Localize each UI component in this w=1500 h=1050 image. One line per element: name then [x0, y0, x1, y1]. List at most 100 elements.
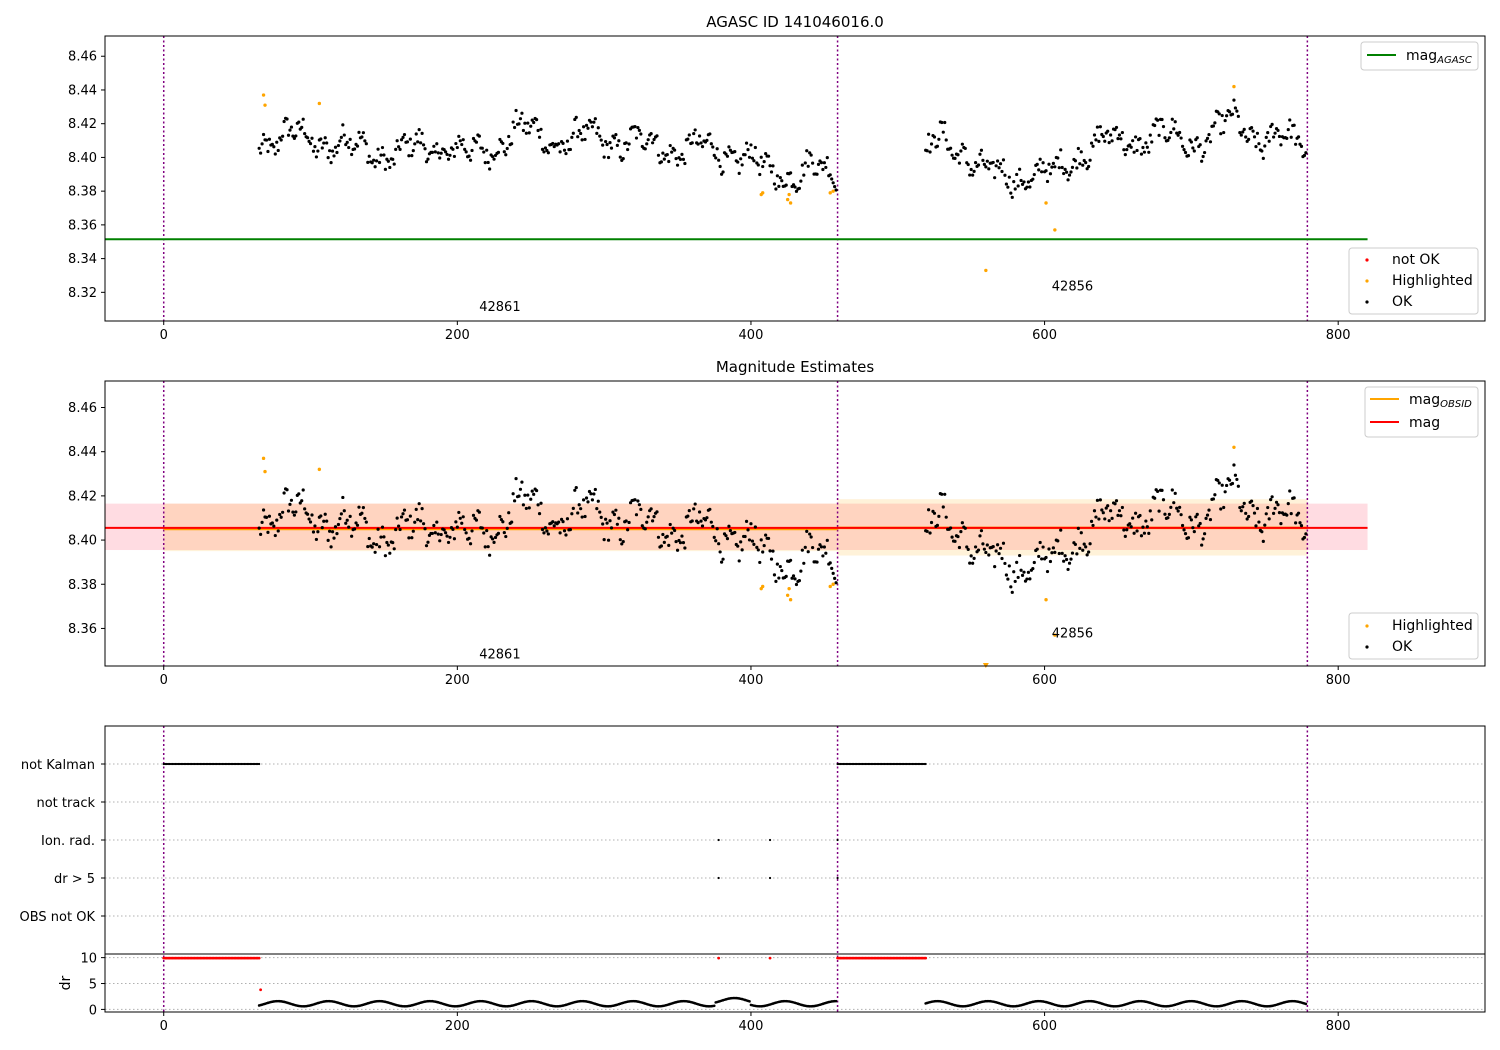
highlighted-point	[261, 93, 266, 97]
ok-point	[1233, 106, 1238, 110]
obsid-boundaries	[162, 36, 1309, 321]
x-tick-label: 800	[1326, 1019, 1351, 1034]
ok-point	[940, 120, 944, 125]
ok-point	[1195, 512, 1199, 516]
ok-point	[377, 545, 382, 549]
plot-frame	[104, 725, 1486, 1013]
ok-point	[270, 521, 274, 525]
ok-point	[311, 149, 316, 153]
ok-point	[1031, 566, 1035, 571]
ok-point	[1225, 483, 1229, 488]
ok-point	[819, 161, 824, 165]
ok-point	[490, 154, 495, 159]
ok-point	[443, 531, 448, 535]
ok-point	[753, 145, 757, 150]
ok-point	[557, 142, 561, 146]
ok-point	[601, 143, 605, 147]
ok-point	[276, 148, 280, 153]
ok-point	[1129, 525, 1133, 529]
ok-point	[1016, 184, 1020, 188]
ok-point	[793, 577, 797, 581]
ok-point	[1000, 169, 1004, 174]
ok-point	[636, 499, 640, 503]
ok-point	[391, 157, 395, 161]
ok-point	[966, 162, 970, 167]
ok-point	[382, 535, 386, 539]
x-tick-label: 0	[160, 1019, 168, 1034]
ok-point	[517, 494, 521, 498]
ok-point	[501, 520, 505, 524]
ok-point	[1045, 569, 1050, 574]
ok-point	[1101, 511, 1105, 515]
ok-point	[740, 163, 744, 167]
ok-point	[790, 576, 794, 580]
ok-point	[570, 135, 574, 139]
ok-point	[1088, 158, 1092, 162]
ok-point	[419, 519, 423, 523]
ok-point	[543, 146, 548, 150]
ok-point	[824, 165, 828, 170]
y-axis-ticks: 8.36 8.38 8.40 8.42 8.44 8.46	[68, 401, 105, 637]
ok-point	[333, 525, 338, 529]
ok-point	[257, 146, 261, 150]
ok-point	[1142, 531, 1147, 535]
highlighted-point	[785, 593, 790, 598]
ok-point	[1296, 135, 1301, 139]
ok-point	[743, 534, 747, 539]
ok-point	[819, 545, 824, 549]
ok-point	[833, 576, 837, 580]
legend-bottom: Highlighted OK	[1348, 612, 1479, 660]
ok-point	[413, 142, 417, 146]
ok-point	[320, 146, 324, 150]
ok-point	[486, 160, 490, 165]
ok-point	[725, 536, 730, 541]
ok-point	[1201, 154, 1205, 159]
ok-point	[797, 578, 802, 583]
ok-point	[717, 542, 721, 546]
y-tick-label: 8.38	[68, 578, 97, 593]
ok-point	[605, 142, 609, 147]
ok-point	[345, 518, 349, 522]
ok-point	[987, 553, 991, 557]
ok-point	[728, 529, 733, 533]
ok-point	[1048, 559, 1053, 564]
ok-point	[1139, 534, 1144, 538]
ok-point	[633, 498, 637, 502]
ok-point	[286, 509, 291, 513]
ok-point	[1015, 560, 1019, 564]
ok-point	[374, 542, 379, 547]
ok-point	[712, 535, 716, 539]
ok-point	[950, 535, 954, 539]
ok-point	[1257, 520, 1261, 524]
flag-point	[768, 876, 772, 880]
ok-point	[1012, 570, 1016, 574]
ok-point	[1172, 501, 1176, 505]
ok-point	[661, 532, 665, 537]
ok-point	[1277, 134, 1282, 139]
ok-point	[693, 128, 697, 132]
ok-point	[355, 523, 360, 527]
y-tick-label: 8.38	[68, 185, 97, 200]
ok-point	[1133, 511, 1138, 515]
ok-point	[692, 131, 696, 136]
ok-point	[335, 531, 339, 536]
ok-point	[1264, 135, 1268, 139]
ok-point	[1201, 537, 1205, 541]
ok-point	[1260, 149, 1264, 153]
ok-point	[1079, 150, 1083, 154]
ok-point	[1063, 167, 1067, 171]
ok-point	[1026, 570, 1031, 574]
ok-point	[452, 537, 457, 541]
dr-tick-label: 10	[80, 952, 97, 967]
ok-point	[1175, 506, 1179, 510]
ok-point	[580, 138, 584, 142]
ok-point	[363, 516, 367, 521]
ok-point	[1117, 133, 1122, 137]
ok-point	[972, 169, 976, 173]
ok-point	[1119, 137, 1123, 141]
ok-point	[675, 548, 680, 552]
ok-point	[1015, 172, 1019, 177]
ok-point	[1270, 495, 1274, 499]
ok-point	[1266, 505, 1270, 510]
ok-point	[581, 125, 586, 129]
